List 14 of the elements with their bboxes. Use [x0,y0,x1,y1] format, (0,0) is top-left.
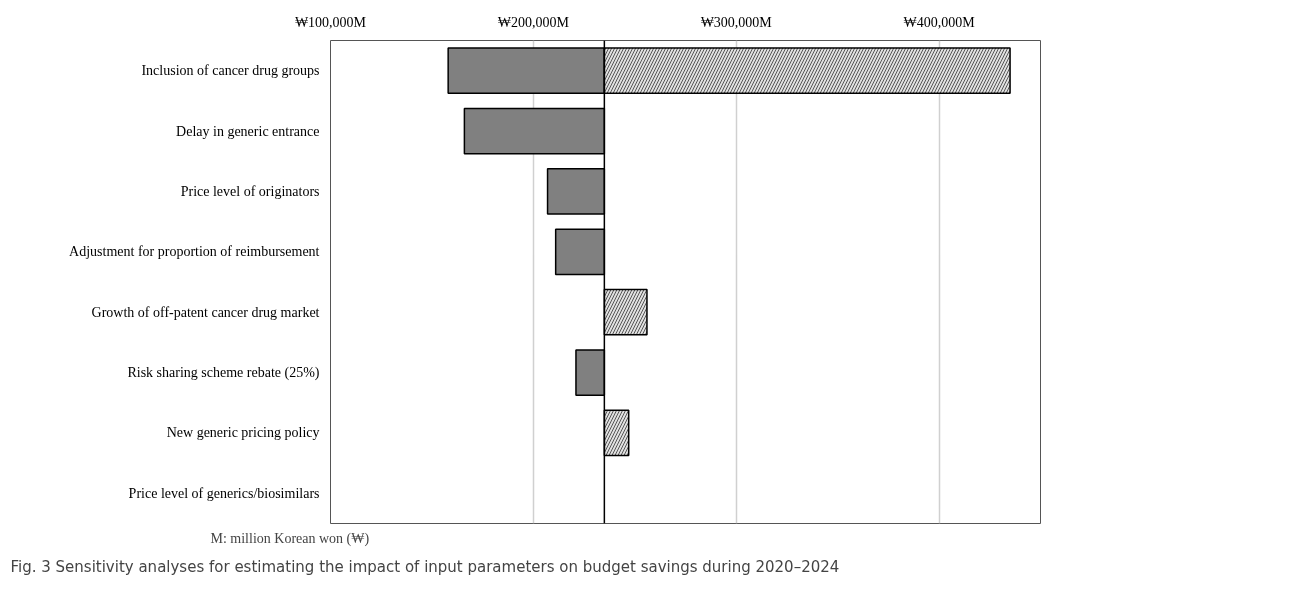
text: M: million Korean won (₩) [210,530,370,547]
y-tick-label: Delay in generic entrance [176,123,320,139]
y-tick-label: Inclusion of cancer drug groups [141,63,320,79]
text: Fig. 3 Sensitivity analyses for estimating the impact of input parameters on budget savings during 2020–2024 [10,557,840,576]
x-tick-label: ₩300,000M [700,14,773,30]
y-tick-label: Growth of off-patent cancer drug market [91,304,320,320]
x-tick-label: ₩100,000M [294,14,367,30]
y-tick-label: Price level of generics/biosimilars [128,485,320,501]
y-tick-label: Price level of originators [180,183,320,199]
y-tick-label: Risk sharing scheme rebate (25%) [127,365,320,382]
x-tick-label: ₩400,000M [903,14,976,30]
y-tick-label: New generic pricing policy [166,425,320,441]
y-tick-label: Adjustment for proportion of reimbursement [69,244,320,260]
x-tick-label: ₩200,000M [497,14,570,30]
